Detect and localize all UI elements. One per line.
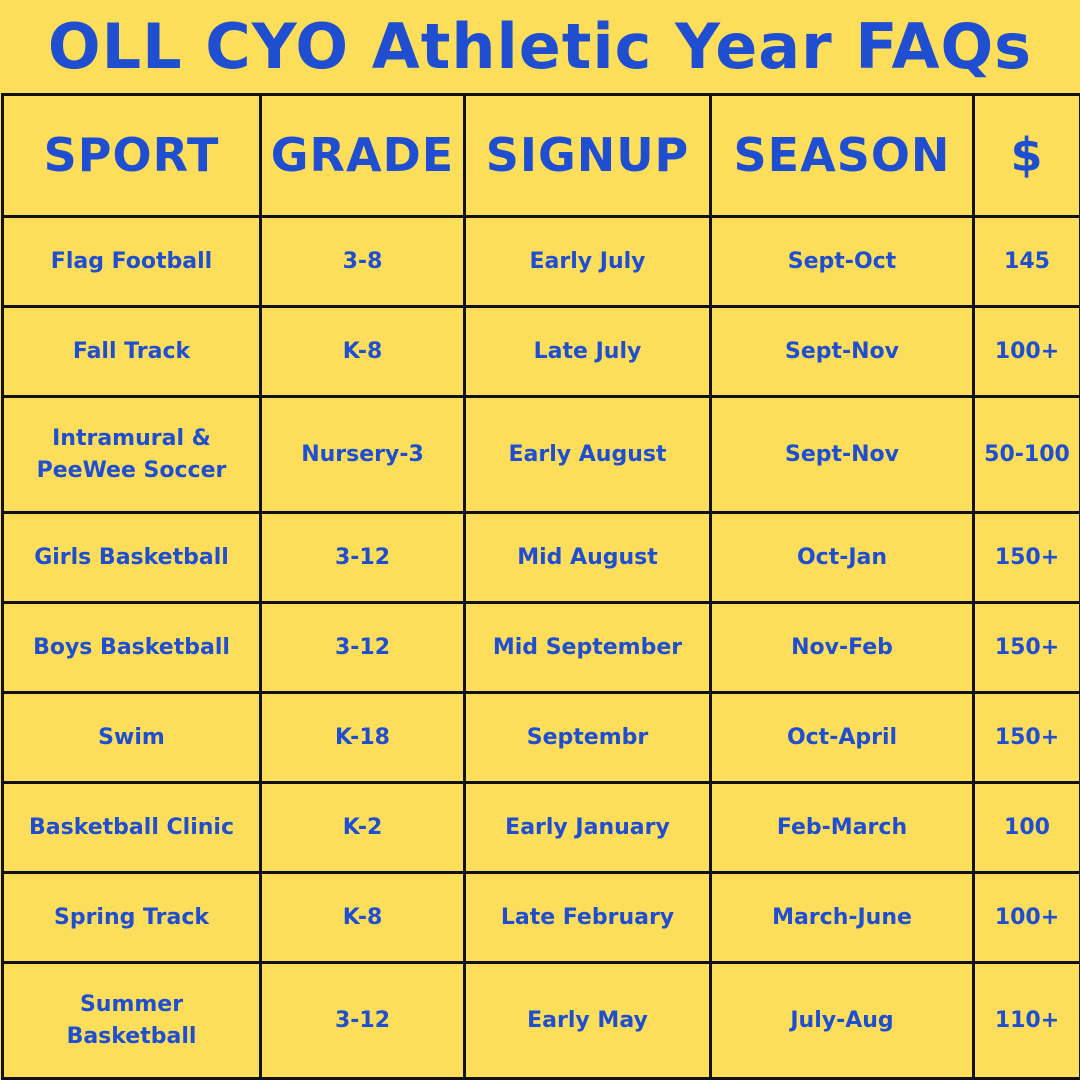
table-row: Flag Football 3-8 Early July Sept-Oct 14… — [1, 215, 1080, 308]
cell-price: 145 — [972, 215, 1080, 308]
cell-sport: Swim — [1, 691, 262, 784]
cell-signup: Late July — [463, 305, 712, 398]
cell-sport: Boys Basketball — [1, 601, 262, 694]
table-row: Boys Basketball 3-12 Mid September Nov-F… — [1, 601, 1080, 694]
table-row: Summer Basketball 3-12 Early May July-Au… — [1, 961, 1080, 1080]
cell-grade: 3-12 — [259, 511, 466, 604]
cell-sport: Summer Basketball — [1, 961, 262, 1080]
cell-signup: Mid August — [463, 511, 712, 604]
cell-signup: Early January — [463, 781, 712, 874]
cell-season: Oct-April — [709, 691, 975, 784]
header-season: SEASON — [709, 93, 975, 218]
cell-sport: Girls Basketball — [1, 511, 262, 604]
table-row: Spring Track K-8 Late February March-Jun… — [1, 871, 1080, 964]
cell-price: 150+ — [972, 601, 1080, 694]
cell-season: Nov-Feb — [709, 601, 975, 694]
cell-sport: Basketball Clinic — [1, 781, 262, 874]
cell-signup: Early July — [463, 215, 712, 308]
header-sport: SPORT — [1, 93, 262, 218]
header-price: $ — [972, 93, 1080, 218]
cell-signup: Mid September — [463, 601, 712, 694]
cell-season: March-June — [709, 871, 975, 964]
cell-signup: Early May — [463, 961, 712, 1080]
cell-price: 150+ — [972, 511, 1080, 604]
cell-price: 100+ — [972, 871, 1080, 964]
cell-price: 150+ — [972, 691, 1080, 784]
cell-price: 100 — [972, 781, 1080, 874]
cell-grade: K-8 — [259, 305, 466, 398]
header-signup: SIGNUP — [463, 93, 712, 218]
sports-faq-table: SPORT GRADE SIGNUP SEASON $ Flag Footbal… — [1, 93, 1080, 1080]
cell-season: Sept-Oct — [709, 215, 975, 308]
header-grade: GRADE — [259, 93, 466, 218]
table-row: Swim K-18 Septembr Oct-April 150+ — [1, 691, 1080, 784]
table-row: Girls Basketball 3-12 Mid August Oct-Jan… — [1, 511, 1080, 604]
table-header-row: SPORT GRADE SIGNUP SEASON $ — [1, 93, 1080, 218]
cell-price: 50-100 — [972, 395, 1080, 514]
cell-sport: Flag Football — [1, 215, 262, 308]
cell-price: 110+ — [972, 961, 1080, 1080]
cell-season: Sept-Nov — [709, 305, 975, 398]
cell-season: July-Aug — [709, 961, 975, 1080]
cell-grade: 3-12 — [259, 961, 466, 1080]
cell-grade: K-2 — [259, 781, 466, 874]
cell-price: 100+ — [972, 305, 1080, 398]
cell-grade: 3-12 — [259, 601, 466, 694]
cell-grade: K-18 — [259, 691, 466, 784]
cell-signup: Late February — [463, 871, 712, 964]
cell-grade: 3-8 — [259, 215, 466, 308]
table-row: Basketball Clinic K-2 Early January Feb-… — [1, 781, 1080, 874]
cell-signup: Early August — [463, 395, 712, 514]
cell-sport: Fall Track — [1, 305, 262, 398]
cell-season: Oct-Jan — [709, 511, 975, 604]
cell-grade: K-8 — [259, 871, 466, 964]
cell-sport: Spring Track — [1, 871, 262, 964]
table-row: Intramural & PeeWee Soccer Nursery-3 Ear… — [1, 395, 1080, 514]
cell-grade: Nursery-3 — [259, 395, 466, 514]
page-title: OLL CYO Athletic Year FAQs — [47, 9, 1033, 83]
cell-season: Sept-Nov — [709, 395, 975, 514]
cell-sport: Intramural & PeeWee Soccer — [1, 395, 262, 514]
table-row: Fall Track K-8 Late July Sept-Nov 100+ — [1, 305, 1080, 398]
cell-signup: Septembr — [463, 691, 712, 784]
cell-season: Feb-March — [709, 781, 975, 874]
